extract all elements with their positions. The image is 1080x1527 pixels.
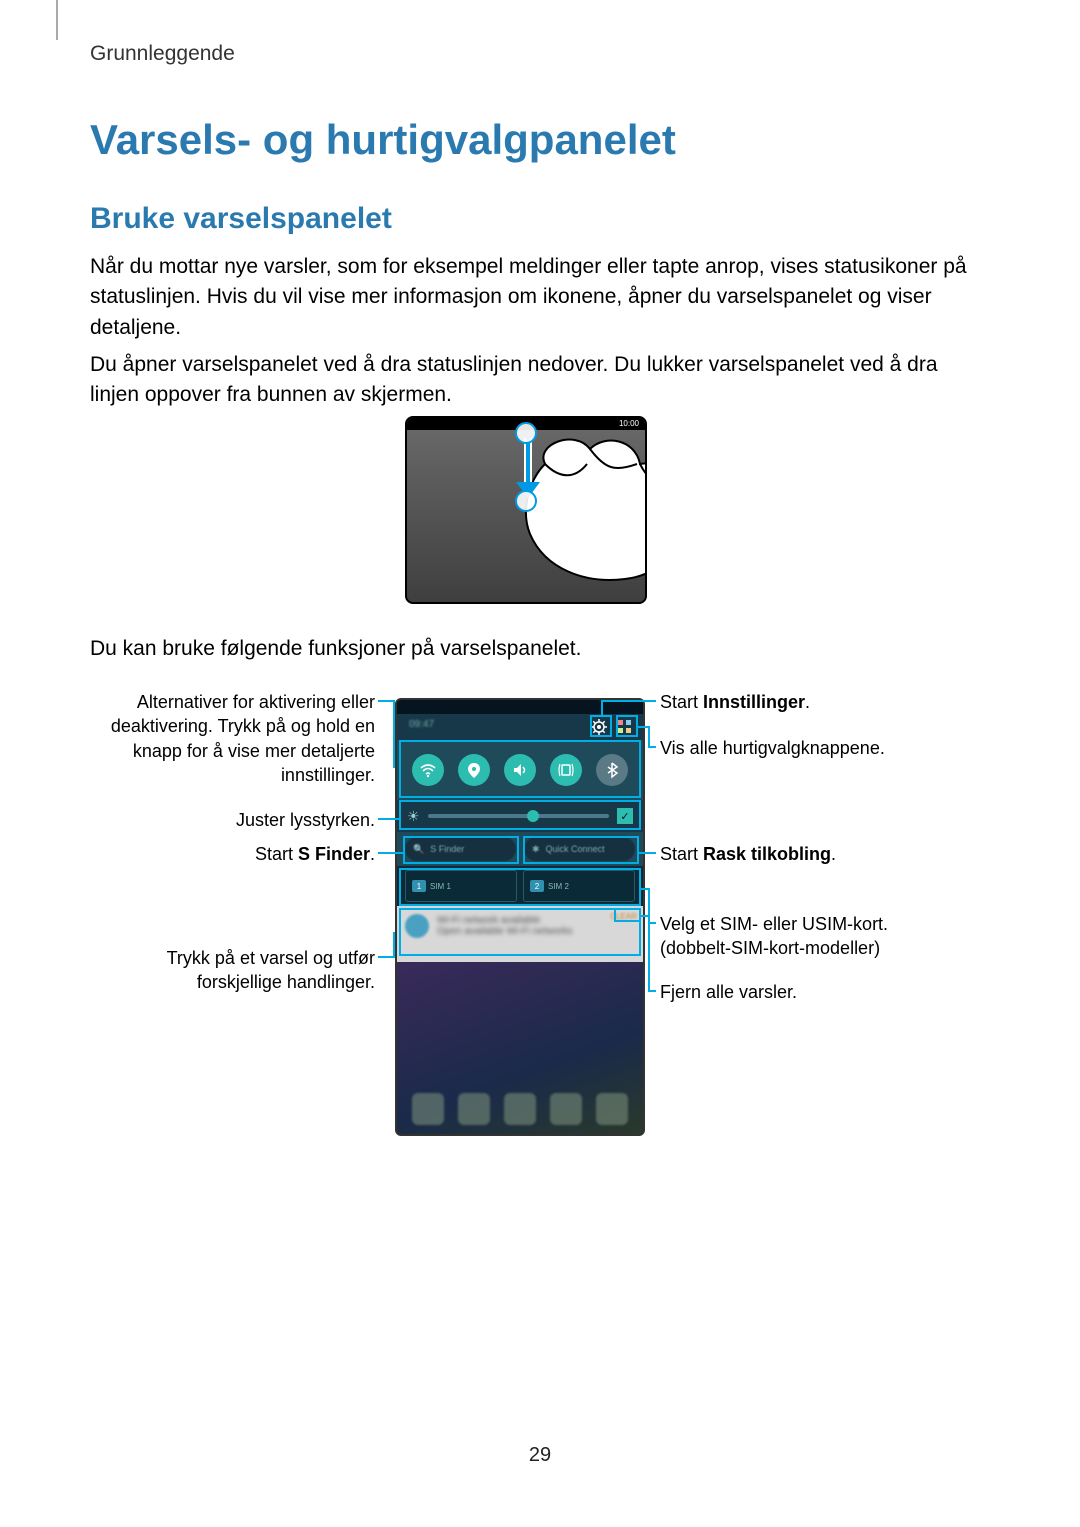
leader-notification [378,956,393,958]
brightness-slider [428,814,609,818]
brightness-row: ☀ ✓ [397,800,643,832]
leader-clear-v [648,915,650,990]
chapter-label: Grunnleggende [90,42,235,66]
leader-grid-h2 [648,746,656,748]
touch-point-start [515,422,537,444]
grid-icon [617,719,633,735]
dock-contacts-icon [458,1093,490,1125]
sim1-label: SIM 1 [430,882,451,891]
paragraph-open-close: Du åpner varselspanelet ved å dra status… [90,350,980,411]
sim2-label: SIM 2 [548,882,569,891]
home-dock [405,1088,635,1130]
quick-location-icon [458,754,490,786]
home-screen-area [397,962,643,1136]
leader-quickconnect [639,852,656,854]
callout-brightness: Juster lysstyrken. [175,808,375,832]
leader-settings-h [601,700,656,702]
callout-quickconnect: Start Rask tilkobling. [660,842,940,866]
dock-apps-icon [596,1093,628,1125]
paragraph-functions: Du kan bruke følgende funksjoner på vars… [90,634,980,664]
brightness-icon: ☀ [407,808,420,825]
phone-status-bar [397,700,643,714]
dock-internet-icon [550,1093,582,1125]
leader-notification-v [393,932,395,958]
sim1-badge: 1 [412,880,426,892]
illustration-notification-panel: 09:47 [395,698,645,1136]
leader-brightness [378,818,399,820]
finder-row: 🔍 S Finder ✱ Quick Connect [397,832,643,866]
callout-grid: Vis alle hurtigvalgknappene. [660,736,940,760]
notification-area: CLEAR Wi-Fi network available Open avail… [397,906,643,962]
paragraph-intro: Når du mottar nye varsler, som for eksem… [90,252,980,343]
s-finder-button: 🔍 S Finder [405,837,516,861]
quick-sound-icon [504,754,536,786]
arrow-down-icon [521,438,535,498]
panel-time: 09:47 [409,719,434,730]
dock-messages-icon [504,1093,536,1125]
leader-clear-h1 [641,915,649,917]
leader-grid-h [638,726,648,728]
leader-quick-settings-v [393,700,395,768]
callout-settings: Start Innstillinger. [660,690,940,714]
quick-settings-row [397,740,643,800]
callout-clear: Fjern alle varsler. [660,980,940,1004]
quick-connect-button: ✱ Quick Connect [524,837,635,861]
touch-point-end [515,490,537,512]
leader-settings-v [601,700,603,715]
notification-text: Wi-Fi network available Open available W… [437,915,635,937]
callout-quick-settings: Alternativer for aktivering eller deakti… [80,690,375,787]
callout-sfinder: Start S Finder. [175,842,375,866]
page-title: Varsels- og hurtigvalgpanelet [90,116,676,164]
gear-icon [591,719,607,735]
sim2-badge: 2 [530,880,544,892]
sim-card-2: 2 SIM 2 [523,870,635,902]
callout-sim: Velg et SIM- eller USIM-kort. (dobbelt-S… [660,912,960,961]
page-crop-mark [56,0,58,40]
quick-rotate-icon [550,754,582,786]
s-finder-label: S Finder [430,844,464,854]
sim-card-1: 1 SIM 1 [405,870,517,902]
section-subtitle: Bruke varselspanelet [90,202,392,236]
quick-connect-label: Quick Connect [546,844,605,854]
leader-clear-h2 [648,990,656,992]
star-icon: ✱ [532,844,540,855]
callout-notification: Trykk på et varsel og utfør forskjellige… [130,946,375,995]
wifi-notification-icon [405,914,429,938]
leader-sim-h1 [641,888,649,890]
auto-brightness-checkbox: ✓ [617,808,633,824]
quick-wifi-icon [412,754,444,786]
sim-selector-row: 1 SIM 1 2 SIM 2 [397,866,643,906]
search-icon: 🔍 [413,844,424,855]
dock-phone-icon [412,1093,444,1125]
quick-bluetooth-icon [596,754,628,786]
leader-sfinder [378,852,403,854]
panel-header: 09:47 [397,714,643,740]
illustration-swipe-down: 10:00 [405,416,647,604]
notification-item: Wi-Fi network available Open available W… [405,914,635,938]
page-number: 29 [0,1444,1080,1467]
leader-grid-v [648,726,650,746]
